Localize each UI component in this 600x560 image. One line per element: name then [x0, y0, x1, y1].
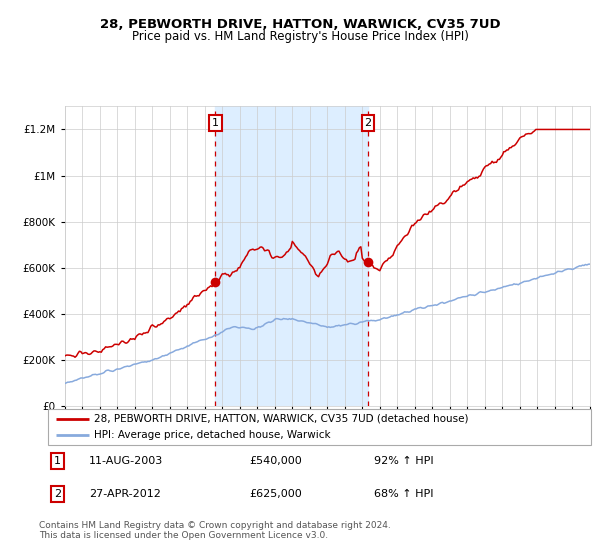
Text: Contains HM Land Registry data © Crown copyright and database right 2024.
This d: Contains HM Land Registry data © Crown c…	[39, 521, 391, 540]
Text: 92% ↑ HPI: 92% ↑ HPI	[374, 456, 433, 466]
Text: 11-AUG-2003: 11-AUG-2003	[89, 456, 163, 466]
Text: HPI: Average price, detached house, Warwick: HPI: Average price, detached house, Warw…	[94, 431, 331, 440]
Text: 1: 1	[212, 118, 219, 128]
Text: 1: 1	[54, 456, 61, 466]
Text: Price paid vs. HM Land Registry's House Price Index (HPI): Price paid vs. HM Land Registry's House …	[131, 30, 469, 43]
Text: 28, PEBWORTH DRIVE, HATTON, WARWICK, CV35 7UD (detached house): 28, PEBWORTH DRIVE, HATTON, WARWICK, CV3…	[94, 414, 469, 423]
Text: 68% ↑ HPI: 68% ↑ HPI	[374, 489, 433, 499]
Bar	[215, 106, 368, 406]
Text: 27-APR-2012: 27-APR-2012	[89, 489, 161, 499]
Text: £625,000: £625,000	[249, 489, 302, 499]
FancyBboxPatch shape	[48, 409, 591, 445]
Text: 2: 2	[54, 489, 61, 499]
Text: 28, PEBWORTH DRIVE, HATTON, WARWICK, CV35 7UD: 28, PEBWORTH DRIVE, HATTON, WARWICK, CV3…	[100, 18, 500, 31]
Text: £540,000: £540,000	[249, 456, 302, 466]
Text: 2: 2	[365, 118, 371, 128]
